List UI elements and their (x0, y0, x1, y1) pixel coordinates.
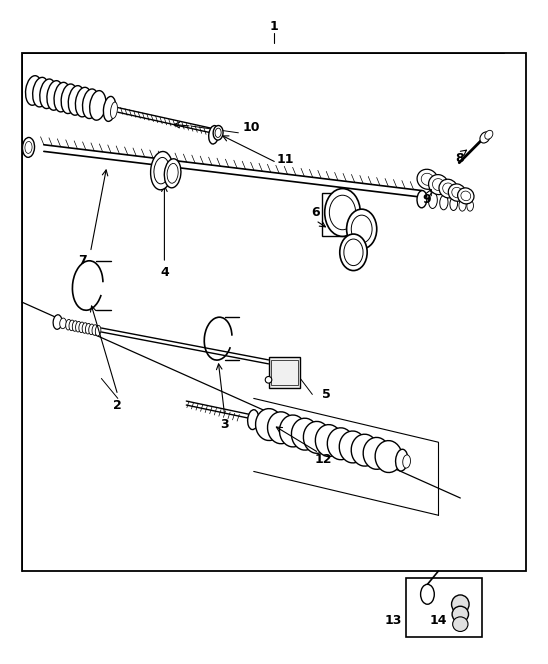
Ellipse shape (351, 215, 372, 243)
Ellipse shape (439, 179, 458, 198)
Text: 2: 2 (113, 398, 122, 412)
Text: 1: 1 (270, 20, 278, 33)
Ellipse shape (92, 325, 98, 335)
Ellipse shape (213, 125, 223, 140)
Ellipse shape (344, 239, 363, 266)
Ellipse shape (351, 434, 378, 466)
Ellipse shape (68, 86, 84, 116)
Ellipse shape (248, 410, 259, 430)
Ellipse shape (151, 151, 173, 190)
Ellipse shape (421, 584, 434, 604)
Bar (406, 578, 482, 637)
Ellipse shape (324, 189, 361, 236)
Ellipse shape (450, 197, 458, 210)
Ellipse shape (82, 323, 88, 333)
Ellipse shape (267, 412, 294, 444)
Bar (322, 193, 352, 236)
Ellipse shape (452, 187, 463, 198)
Ellipse shape (439, 195, 448, 210)
Ellipse shape (292, 418, 318, 450)
Ellipse shape (453, 617, 468, 631)
Ellipse shape (26, 76, 42, 106)
Ellipse shape (40, 79, 56, 109)
Ellipse shape (429, 175, 448, 195)
Text: 14: 14 (430, 614, 447, 627)
Ellipse shape (154, 157, 169, 184)
Ellipse shape (461, 191, 471, 201)
Ellipse shape (467, 201, 473, 211)
Ellipse shape (459, 199, 466, 211)
Ellipse shape (69, 320, 75, 331)
Ellipse shape (403, 455, 410, 468)
Ellipse shape (164, 159, 181, 188)
Text: 5: 5 (322, 388, 330, 401)
Ellipse shape (85, 323, 91, 334)
Ellipse shape (265, 376, 272, 383)
Ellipse shape (452, 595, 469, 614)
Bar (269, 357, 300, 388)
Ellipse shape (209, 125, 219, 144)
Bar (22, 53, 526, 571)
Ellipse shape (53, 315, 62, 329)
Ellipse shape (329, 195, 356, 230)
Ellipse shape (417, 169, 438, 189)
Ellipse shape (315, 424, 342, 457)
Ellipse shape (396, 450, 408, 471)
Ellipse shape (76, 321, 81, 332)
Ellipse shape (90, 90, 106, 120)
Ellipse shape (346, 209, 377, 249)
Ellipse shape (72, 321, 78, 331)
Ellipse shape (215, 128, 221, 137)
Ellipse shape (25, 141, 32, 153)
Ellipse shape (429, 193, 437, 208)
Text: 13: 13 (385, 614, 402, 627)
Text: 3: 3 (220, 418, 229, 432)
Ellipse shape (76, 87, 92, 117)
Ellipse shape (375, 441, 402, 473)
Ellipse shape (47, 80, 63, 110)
Ellipse shape (61, 84, 77, 114)
Ellipse shape (104, 96, 116, 122)
Ellipse shape (54, 82, 70, 112)
Ellipse shape (452, 606, 469, 622)
Text: 12: 12 (315, 453, 332, 466)
Ellipse shape (66, 319, 71, 330)
Ellipse shape (79, 322, 84, 333)
Ellipse shape (340, 234, 367, 271)
Ellipse shape (339, 431, 366, 463)
Bar (271, 360, 298, 385)
Ellipse shape (485, 130, 493, 139)
Ellipse shape (432, 179, 444, 191)
Ellipse shape (255, 408, 282, 440)
Text: 10: 10 (242, 121, 260, 134)
Ellipse shape (22, 137, 35, 157)
Ellipse shape (443, 183, 454, 194)
Text: 6: 6 (311, 206, 320, 219)
Ellipse shape (304, 422, 330, 454)
Text: 4: 4 (160, 266, 169, 279)
Ellipse shape (279, 415, 306, 447)
Ellipse shape (417, 191, 427, 208)
Ellipse shape (327, 428, 354, 459)
Text: 11: 11 (276, 153, 294, 166)
Ellipse shape (363, 438, 390, 469)
Text: 8: 8 (455, 151, 464, 165)
Text: 7: 7 (78, 254, 87, 268)
Ellipse shape (89, 324, 94, 335)
Ellipse shape (480, 132, 490, 143)
Ellipse shape (33, 77, 49, 107)
Ellipse shape (458, 188, 474, 204)
Ellipse shape (111, 102, 117, 118)
Ellipse shape (60, 318, 66, 329)
Ellipse shape (421, 173, 433, 185)
Ellipse shape (83, 89, 99, 119)
Text: 9: 9 (422, 193, 431, 206)
Ellipse shape (167, 163, 178, 183)
Ellipse shape (448, 184, 466, 201)
Ellipse shape (95, 325, 101, 336)
